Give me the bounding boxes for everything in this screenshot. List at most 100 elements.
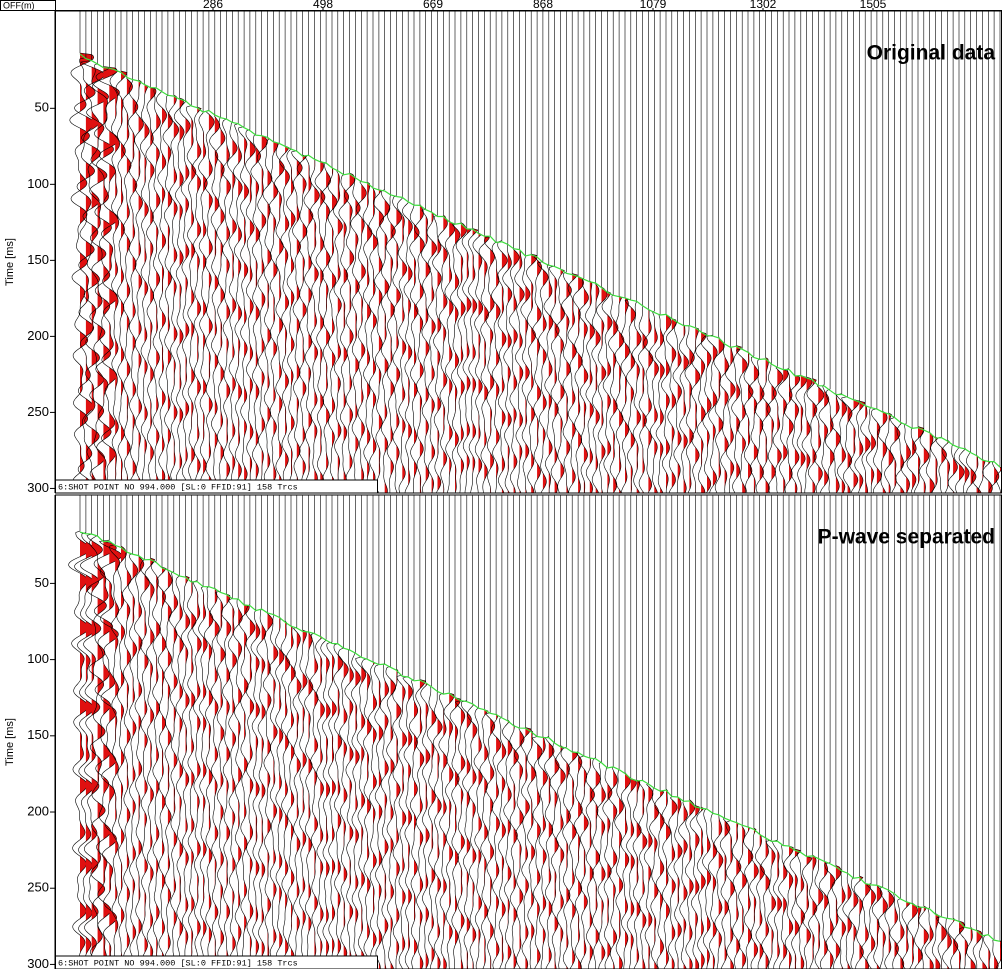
trace <box>268 11 279 493</box>
trace <box>221 495 232 969</box>
trace <box>93 495 117 969</box>
trace-fill <box>449 495 454 969</box>
trace <box>795 11 807 493</box>
y-tick-label: 100 <box>27 176 49 191</box>
trace <box>578 495 589 969</box>
trace <box>596 11 608 493</box>
trace <box>198 495 208 969</box>
trace <box>953 11 965 493</box>
trace <box>466 495 478 969</box>
trace <box>275 495 285 969</box>
trace-fill <box>666 11 672 493</box>
trace-fill <box>162 495 167 969</box>
trace <box>362 11 373 493</box>
trace <box>691 11 701 493</box>
trace-fill <box>882 11 888 493</box>
trace <box>320 495 331 969</box>
trace <box>806 11 818 493</box>
trace-fill <box>121 495 127 969</box>
trace <box>854 11 866 493</box>
trace <box>303 11 314 493</box>
trace <box>444 11 456 493</box>
trace <box>614 11 625 493</box>
trace-fill <box>150 495 155 969</box>
trace <box>661 495 671 969</box>
trace <box>966 495 976 969</box>
trace <box>978 495 988 969</box>
trace <box>286 11 296 493</box>
trace-fill <box>373 11 378 493</box>
trace <box>578 11 589 493</box>
trace-fill <box>695 11 701 493</box>
trace <box>250 11 262 493</box>
trace-fill <box>490 495 495 969</box>
trace <box>121 495 132 969</box>
trace <box>408 495 418 969</box>
trace <box>866 495 876 969</box>
trace-fill <box>132 495 138 969</box>
trace-fill <box>912 11 917 493</box>
trace-fill <box>443 11 448 493</box>
trace <box>280 495 291 969</box>
trace-fill <box>742 11 748 493</box>
trace-fill <box>308 11 313 493</box>
trace <box>914 495 923 969</box>
trace <box>514 495 525 969</box>
trace <box>173 11 185 493</box>
trace <box>841 11 853 493</box>
trace-fill <box>578 11 584 493</box>
trace <box>351 495 361 969</box>
trace <box>731 11 742 493</box>
trace <box>544 495 555 969</box>
trace <box>238 495 250 969</box>
trace <box>614 495 624 969</box>
trace-fill <box>232 495 237 969</box>
trace <box>725 495 736 969</box>
trace-fill <box>654 11 659 493</box>
trace-fill <box>378 495 384 969</box>
trace <box>643 11 654 493</box>
trace-fill <box>378 11 384 493</box>
trace <box>992 495 999 969</box>
trace <box>374 495 384 969</box>
trace <box>379 11 391 493</box>
trace <box>719 495 731 969</box>
trace <box>409 11 420 493</box>
trace-fill <box>349 11 355 493</box>
trace <box>174 495 184 969</box>
trace-fill <box>560 495 566 969</box>
trace-fill <box>689 495 695 969</box>
trace <box>971 11 982 493</box>
trace <box>707 495 718 969</box>
y-tick-label: 250 <box>27 880 49 895</box>
trace <box>958 11 970 493</box>
trace <box>713 495 724 969</box>
trace <box>68 495 91 969</box>
trace <box>127 495 139 969</box>
trace-fill <box>214 11 220 493</box>
trace <box>140 11 150 493</box>
trace-fill <box>683 11 689 493</box>
trace-fill <box>455 11 461 493</box>
trace-fill <box>296 11 303 493</box>
trace <box>643 495 654 969</box>
trace <box>818 11 830 493</box>
trace-fill <box>460 495 465 969</box>
panel-title: P-wave separated <box>818 526 995 549</box>
trace <box>368 11 379 493</box>
trace-fill <box>320 11 325 493</box>
offset-label-box <box>0 0 56 11</box>
trace <box>402 11 413 493</box>
trace <box>654 11 665 493</box>
trace <box>789 11 801 493</box>
trace <box>673 495 683 969</box>
trace <box>455 495 466 969</box>
trace-fill <box>291 11 296 493</box>
trace <box>421 11 431 493</box>
trace <box>871 11 882 493</box>
trace-fill <box>578 495 583 969</box>
trace <box>122 11 133 493</box>
trace <box>151 11 161 493</box>
trace-fill <box>560 11 565 493</box>
